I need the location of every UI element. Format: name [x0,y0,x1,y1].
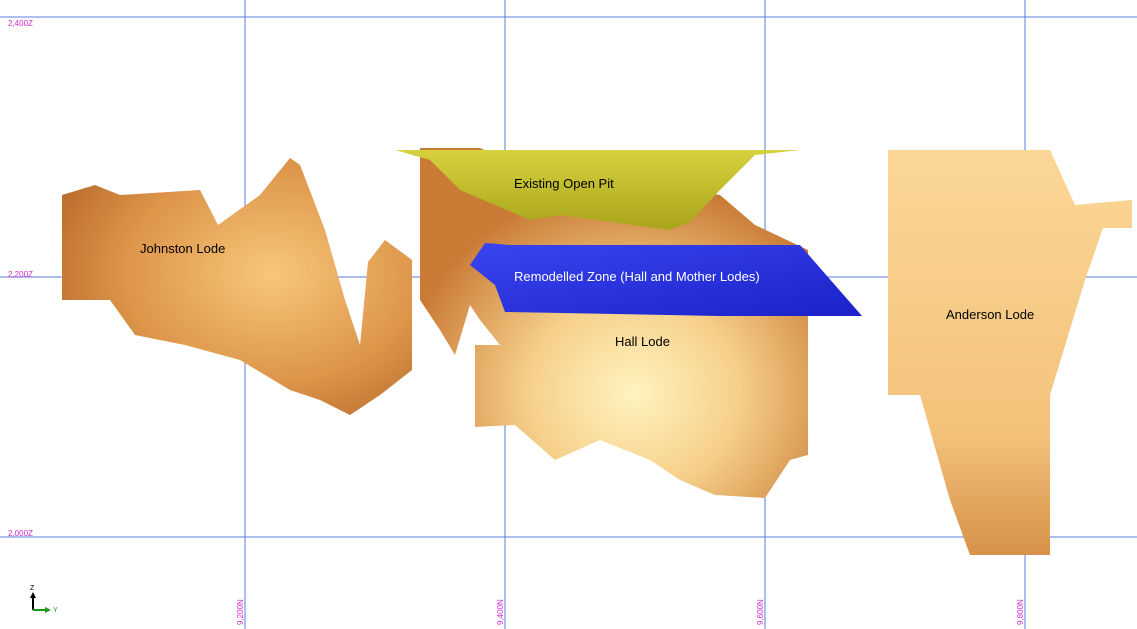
lode-label: Hall Lode [615,334,670,349]
northing-label: 9,400N [496,599,505,625]
elevation-labels: 2,400Z 2,200Z 2,000Z [8,19,33,538]
z-label: Z [30,585,35,592]
anderson-lode [888,150,1132,555]
axis-indicator: Z Y [30,585,58,614]
zone-label: Remodelled Zone (Hall and Mother Lodes) [514,269,760,284]
northing-label: 9,200N [236,599,245,625]
elevation-label: 2,200Z [8,270,33,279]
hall-lode [420,148,808,498]
y-label: Y [53,607,58,614]
northing-label: 9,800N [1016,599,1025,625]
lode-label: Johnston Lode [140,241,225,256]
y-arrow-head [45,607,51,613]
z-arrow-head [30,592,36,598]
remodelled-zone [470,243,862,316]
lode-label: Anderson Lode [946,307,1034,322]
johnston-lode [62,158,412,415]
open-pit [395,150,800,230]
elevation-label: 2,000Z [8,529,33,538]
northing-labels: 9,200N 9,400N 9,600N 9,800N [236,599,1025,625]
elevation-label: 2,400Z [8,19,33,28]
northing-label: 9,600N [756,599,765,625]
lode-label: Existing Open Pit [514,176,614,191]
